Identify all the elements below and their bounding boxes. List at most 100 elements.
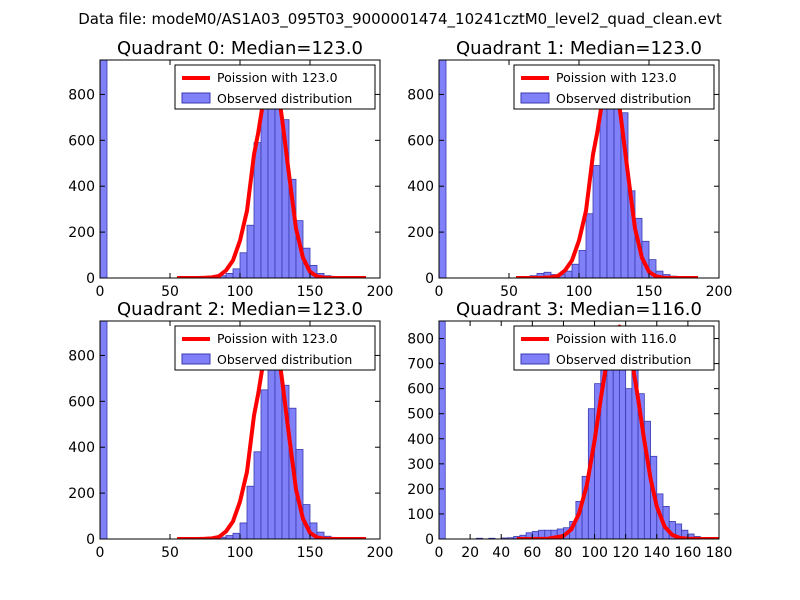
histogram-bar — [260, 103, 269, 278]
legend-label-observed: Observed distribution — [556, 352, 691, 367]
x-tick-label: 50 — [161, 284, 179, 300]
y-tick-label: 400 — [407, 179, 434, 195]
histogram-bar — [619, 360, 627, 539]
histogram-bar — [585, 213, 594, 278]
legend-label-poisson: Poission with 123.0 — [217, 331, 338, 346]
x-tick-label: 160 — [675, 545, 702, 561]
legend: Poission with 123.0 Observed distribution — [513, 64, 715, 110]
y-tick-label: 0 — [86, 271, 95, 287]
histogram-bar — [246, 485, 255, 539]
y-tick-label: 600 — [68, 394, 95, 410]
histogram-bar — [232, 532, 241, 539]
y-tick-label: 200 — [407, 482, 434, 498]
x-tick-label: 140 — [643, 545, 670, 561]
panel-title: Quadrant 1: Median=123.0 — [456, 38, 702, 59]
y-tick-label: 800 — [407, 332, 434, 348]
y-tick-label: 800 — [68, 348, 95, 364]
x-tick-label: 100 — [227, 284, 254, 300]
legend-label-observed: Observed distribution — [556, 91, 691, 106]
quadrant-0-panel: 0 50 100 150 200 0 200 400 600 800 Quadrant 0: Med… — [68, 38, 393, 300]
y-tick-label: 600 — [407, 133, 434, 149]
legend-label-poisson: Poission with 123.0 — [556, 70, 677, 85]
x-tick-label: 100 — [227, 545, 254, 561]
x-tick-label: 0 — [435, 545, 444, 561]
y-tick-label: 400 — [407, 432, 434, 448]
x-tick-label: 20 — [461, 545, 479, 561]
histogram-bar — [239, 252, 248, 278]
histogram-bar — [439, 60, 447, 278]
histogram-bar — [232, 268, 241, 278]
quadrant-1-panel: 0 50 100 150 200 0 200 400 600 800 Quadrant 1: Med… — [407, 38, 732, 300]
y-tick-label: 500 — [407, 407, 434, 423]
x-tick-label: 180 — [706, 545, 733, 561]
histogram-bar — [592, 165, 601, 278]
x-tick-label: 150 — [297, 284, 324, 300]
x-tick-label: 200 — [706, 284, 733, 300]
quadrant-2-panel: 0 50 100 150 200 0 200 400 600 800 Quadrant 2: Med… — [68, 299, 393, 561]
panel-title: Quadrant 2: Median=123.0 — [117, 299, 363, 320]
y-tick-label: 200 — [68, 225, 95, 241]
y-tick-label: 600 — [68, 133, 95, 149]
legend-label-poisson: Poission with 123.0 — [217, 70, 338, 85]
histogram-bar — [571, 263, 580, 278]
histogram-bar — [100, 60, 108, 278]
y-tick-label: 200 — [407, 225, 434, 241]
x-tick-label: 60 — [523, 545, 541, 561]
histogram-bar — [246, 224, 255, 278]
legend-label-observed: Observed distribution — [217, 91, 352, 106]
legend-bar-swatch — [520, 353, 550, 365]
histogram-bar — [267, 80, 276, 278]
y-tick-label: 0 — [425, 271, 434, 287]
y-tick-label: 600 — [407, 382, 434, 398]
legend-bar-swatch — [520, 92, 550, 104]
histogram-bar — [599, 103, 608, 278]
y-tick-label: 300 — [407, 457, 434, 473]
x-tick-label: 50 — [161, 545, 179, 561]
y-tick-label: 0 — [425, 532, 434, 548]
histogram-bar — [253, 451, 262, 539]
y-tick-label: 400 — [68, 179, 95, 195]
histogram-bar — [267, 341, 276, 539]
x-tick-label: 0 — [435, 284, 444, 300]
x-tick-label: 200 — [367, 284, 394, 300]
histogram-bar — [253, 142, 262, 278]
histogram-bar — [625, 388, 633, 539]
histogram-bar — [225, 273, 234, 278]
histogram-bar — [439, 321, 446, 539]
x-tick-label: 0 — [96, 284, 105, 300]
y-tick-label: 0 — [86, 532, 95, 548]
y-tick-label: 800 — [407, 87, 434, 103]
legend: Poission with 123.0 Observed distribution — [174, 64, 376, 110]
histogram-bar — [100, 321, 108, 539]
legend-label-poisson: Poission with 116.0 — [556, 331, 677, 346]
panel-title: Quadrant 3: Median=116.0 — [456, 299, 702, 320]
y-tick-label: 800 — [68, 87, 95, 103]
x-tick-label: 0 — [96, 545, 105, 561]
histogram-bar — [578, 250, 587, 278]
figure-suptitle: Data file: modeM0/AS1A03_095T03_90000014… — [78, 10, 722, 29]
x-tick-label: 80 — [555, 545, 573, 561]
legend-bar-swatch — [181, 92, 211, 104]
x-tick-label: 120 — [612, 545, 639, 561]
legend-label-observed: Observed distribution — [217, 352, 352, 367]
x-tick-label: 100 — [581, 545, 608, 561]
axes-frame — [438, 320, 720, 540]
panel-title: Quadrant 0: Median=123.0 — [117, 38, 363, 59]
x-tick-label: 40 — [492, 545, 510, 561]
x-tick-label: 150 — [297, 545, 324, 561]
y-tick-label: 700 — [407, 357, 434, 373]
histogram-bar — [225, 535, 234, 539]
histogram-bar — [239, 522, 248, 539]
histogram-bar — [260, 389, 269, 539]
y-tick-label: 100 — [407, 507, 434, 523]
y-tick-label: 200 — [68, 486, 95, 502]
y-tick-label: 400 — [68, 440, 95, 456]
legend-bar-swatch — [181, 353, 211, 365]
x-tick-label: 150 — [636, 284, 663, 300]
x-tick-label: 100 — [566, 284, 593, 300]
x-tick-label: 200 — [367, 545, 394, 561]
histogram-bars — [439, 60, 685, 278]
quadrant-3-panel: 0 20 40 60 80 100 120 140 160 1800100200300400500… — [407, 299, 732, 561]
x-tick-label: 50 — [500, 284, 518, 300]
